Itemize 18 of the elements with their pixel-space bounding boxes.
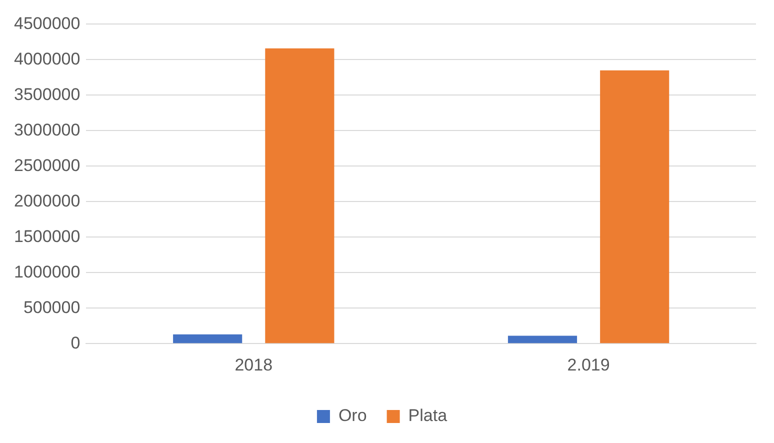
x-tick-label: 2018 xyxy=(234,355,273,374)
y-tick-label: 4000000 xyxy=(14,49,80,68)
y-tick-label: 0 xyxy=(70,333,80,352)
y-tick-label: 1500000 xyxy=(14,226,80,246)
y-tick-label: 1000000 xyxy=(14,262,80,282)
bar xyxy=(508,336,578,344)
y-tick-label: 500000 xyxy=(23,298,80,317)
legend-label: Plata xyxy=(408,406,448,426)
y-tick-label: 3000000 xyxy=(14,120,80,140)
y-tick-label: 2000000 xyxy=(14,191,80,210)
bar xyxy=(600,70,670,344)
y-tick-label: 3500000 xyxy=(14,84,80,104)
legend-label: Oro xyxy=(338,406,367,426)
bar xyxy=(173,334,242,344)
x-tick-label: 2.019 xyxy=(567,355,610,374)
y-tick-label: 4500000 xyxy=(14,14,80,33)
bar xyxy=(265,48,334,344)
y-tick-label: 2500000 xyxy=(14,156,80,175)
